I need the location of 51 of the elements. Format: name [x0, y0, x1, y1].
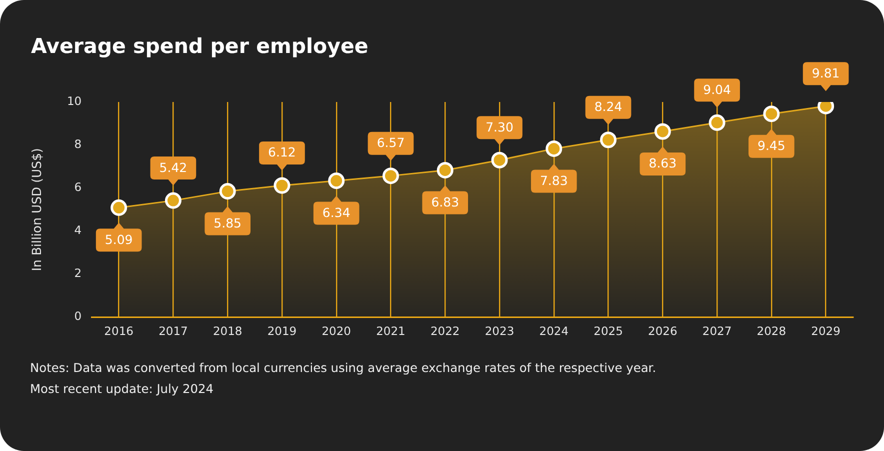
x-tick-label: 2024	[539, 324, 569, 338]
point	[328, 172, 345, 190]
data-label: 5.09	[104, 232, 133, 247]
x-tick-label: 2020	[322, 324, 351, 338]
data-label: 6.57	[376, 135, 405, 150]
data-label: 8.24	[594, 99, 622, 114]
point	[763, 106, 780, 122]
y-tick-label: 4	[74, 223, 82, 238]
y-tick-label: 10	[66, 94, 82, 108]
data-label: 7.30	[486, 119, 514, 134]
x-tick-label: 2025	[594, 324, 623, 338]
y-tick-label: 0	[74, 309, 82, 324]
x-tick-label: 2026	[648, 324, 678, 338]
x-tick-label: 2021	[376, 324, 406, 338]
y-tick-label: 8	[74, 137, 82, 152]
data-label: 9.04	[703, 82, 731, 97]
point	[274, 177, 290, 194]
point	[708, 114, 726, 131]
y-tick-label: 6	[74, 180, 82, 194]
point	[382, 168, 399, 184]
chart-title: Average spend per employee	[31, 34, 368, 58]
x-tick-label: 2016	[104, 324, 134, 338]
text: Most recent update: July 2024	[30, 382, 215, 396]
y-axis-title: In Billion USD (US$)	[28, 148, 44, 272]
data-label: 6.12	[268, 144, 296, 160]
point	[219, 183, 236, 200]
data-label: 5.42	[159, 160, 188, 175]
data-label: 9.45	[758, 138, 786, 154]
point	[546, 140, 562, 157]
x-tick-label: 2017	[158, 324, 188, 338]
point	[164, 192, 182, 209]
data-label: 7.83	[540, 172, 568, 188]
data-label: 8.63	[648, 156, 677, 171]
x-tick-label: 2028	[756, 324, 786, 338]
data-label: 6.83	[431, 194, 460, 210]
x-tick-label: 2022	[430, 324, 460, 338]
point	[654, 123, 671, 140]
data-label: 5.85	[214, 216, 242, 231]
x-tick-label: 2027	[702, 324, 732, 338]
point	[491, 152, 508, 168]
point	[110, 199, 128, 216]
data-label: 9.81	[812, 65, 840, 80]
x-tick-label: 2023	[484, 324, 514, 338]
x-tick-label: 2018	[212, 324, 242, 338]
x-tick-label: 2019	[267, 324, 297, 338]
point	[600, 132, 617, 148]
data-label: 6.34	[322, 205, 350, 220]
x-tick-label: 2029	[811, 324, 840, 338]
y-tick-label: 2	[74, 266, 82, 280]
text: Notes: Data was converted from local currencies using average exchange rates of the respective year.	[30, 361, 656, 375]
point	[436, 162, 454, 178]
